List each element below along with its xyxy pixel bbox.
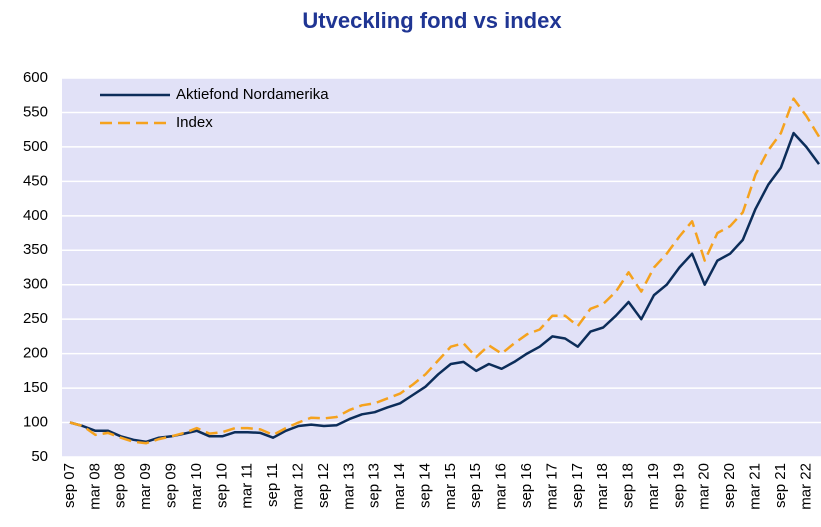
x-tick-label: mar 22: [797, 463, 814, 510]
y-tick-label: 50: [31, 448, 48, 465]
x-tick-label: sep 18: [620, 463, 637, 508]
x-tick-label: sep 17: [569, 463, 586, 508]
x-tick-label: mar 20: [696, 463, 713, 510]
x-tick-label: mar 19: [645, 463, 662, 510]
x-tick-label: mar 10: [188, 463, 205, 510]
x-tick-label: sep 07: [61, 463, 78, 508]
x-tick-label: sep 11: [264, 463, 281, 507]
x-tick-label: mar 09: [137, 463, 154, 510]
x-tick-label: sep 20: [721, 463, 738, 508]
y-tick-label: 400: [23, 207, 48, 224]
line-series: [69, 131, 821, 444]
x-tick-label: mar 18: [594, 463, 611, 510]
y-tick-label: 450: [23, 172, 48, 189]
x-tick-label: sep 16: [518, 463, 535, 508]
x-tick-label: sep 12: [315, 463, 332, 508]
y-tick-label: 150: [23, 379, 48, 396]
x-tick-label: mar 16: [493, 463, 510, 510]
y-tick-label: 300: [23, 276, 48, 293]
plot-area: [62, 78, 821, 457]
y-tick-label: 550: [23, 103, 48, 120]
x-tick-label: sep 15: [467, 463, 484, 508]
y-tick-label: 600: [23, 69, 48, 86]
x-tick-label: sep 13: [366, 463, 383, 508]
legend-label: Aktiefond Nordamerika: [176, 86, 329, 103]
legend-label: Index: [176, 114, 213, 131]
x-tick-label: mar 08: [86, 463, 103, 510]
x-tick-label: mar 15: [442, 463, 459, 510]
y-tick-label: 200: [23, 345, 48, 362]
x-tick-label: sep 10: [213, 463, 230, 508]
x-tick-label: mar 14: [391, 463, 408, 510]
x-tick-label: sep 19: [670, 463, 687, 508]
chart-title: Utveckling fond vs index: [302, 8, 562, 33]
x-tick-label: mar 12: [289, 463, 306, 510]
x-tick-label: sep 09: [163, 463, 180, 508]
x-tick-label: mar 21: [746, 463, 763, 510]
y-tick-label: 100: [23, 414, 48, 431]
y-tick-label: 350: [23, 241, 48, 258]
line-series: [69, 97, 821, 445]
x-tick-label: sep 14: [416, 463, 433, 508]
x-tick-label: mar 17: [543, 463, 560, 510]
x-tick-label: sep 21: [772, 463, 789, 508]
y-tick-label: 500: [23, 138, 48, 155]
x-tick-label: sep 08: [112, 463, 129, 508]
x-tick-label: mar 13: [340, 463, 357, 510]
x-tick-label: mar 11: [239, 463, 256, 509]
y-tick-label: 250: [23, 310, 48, 327]
